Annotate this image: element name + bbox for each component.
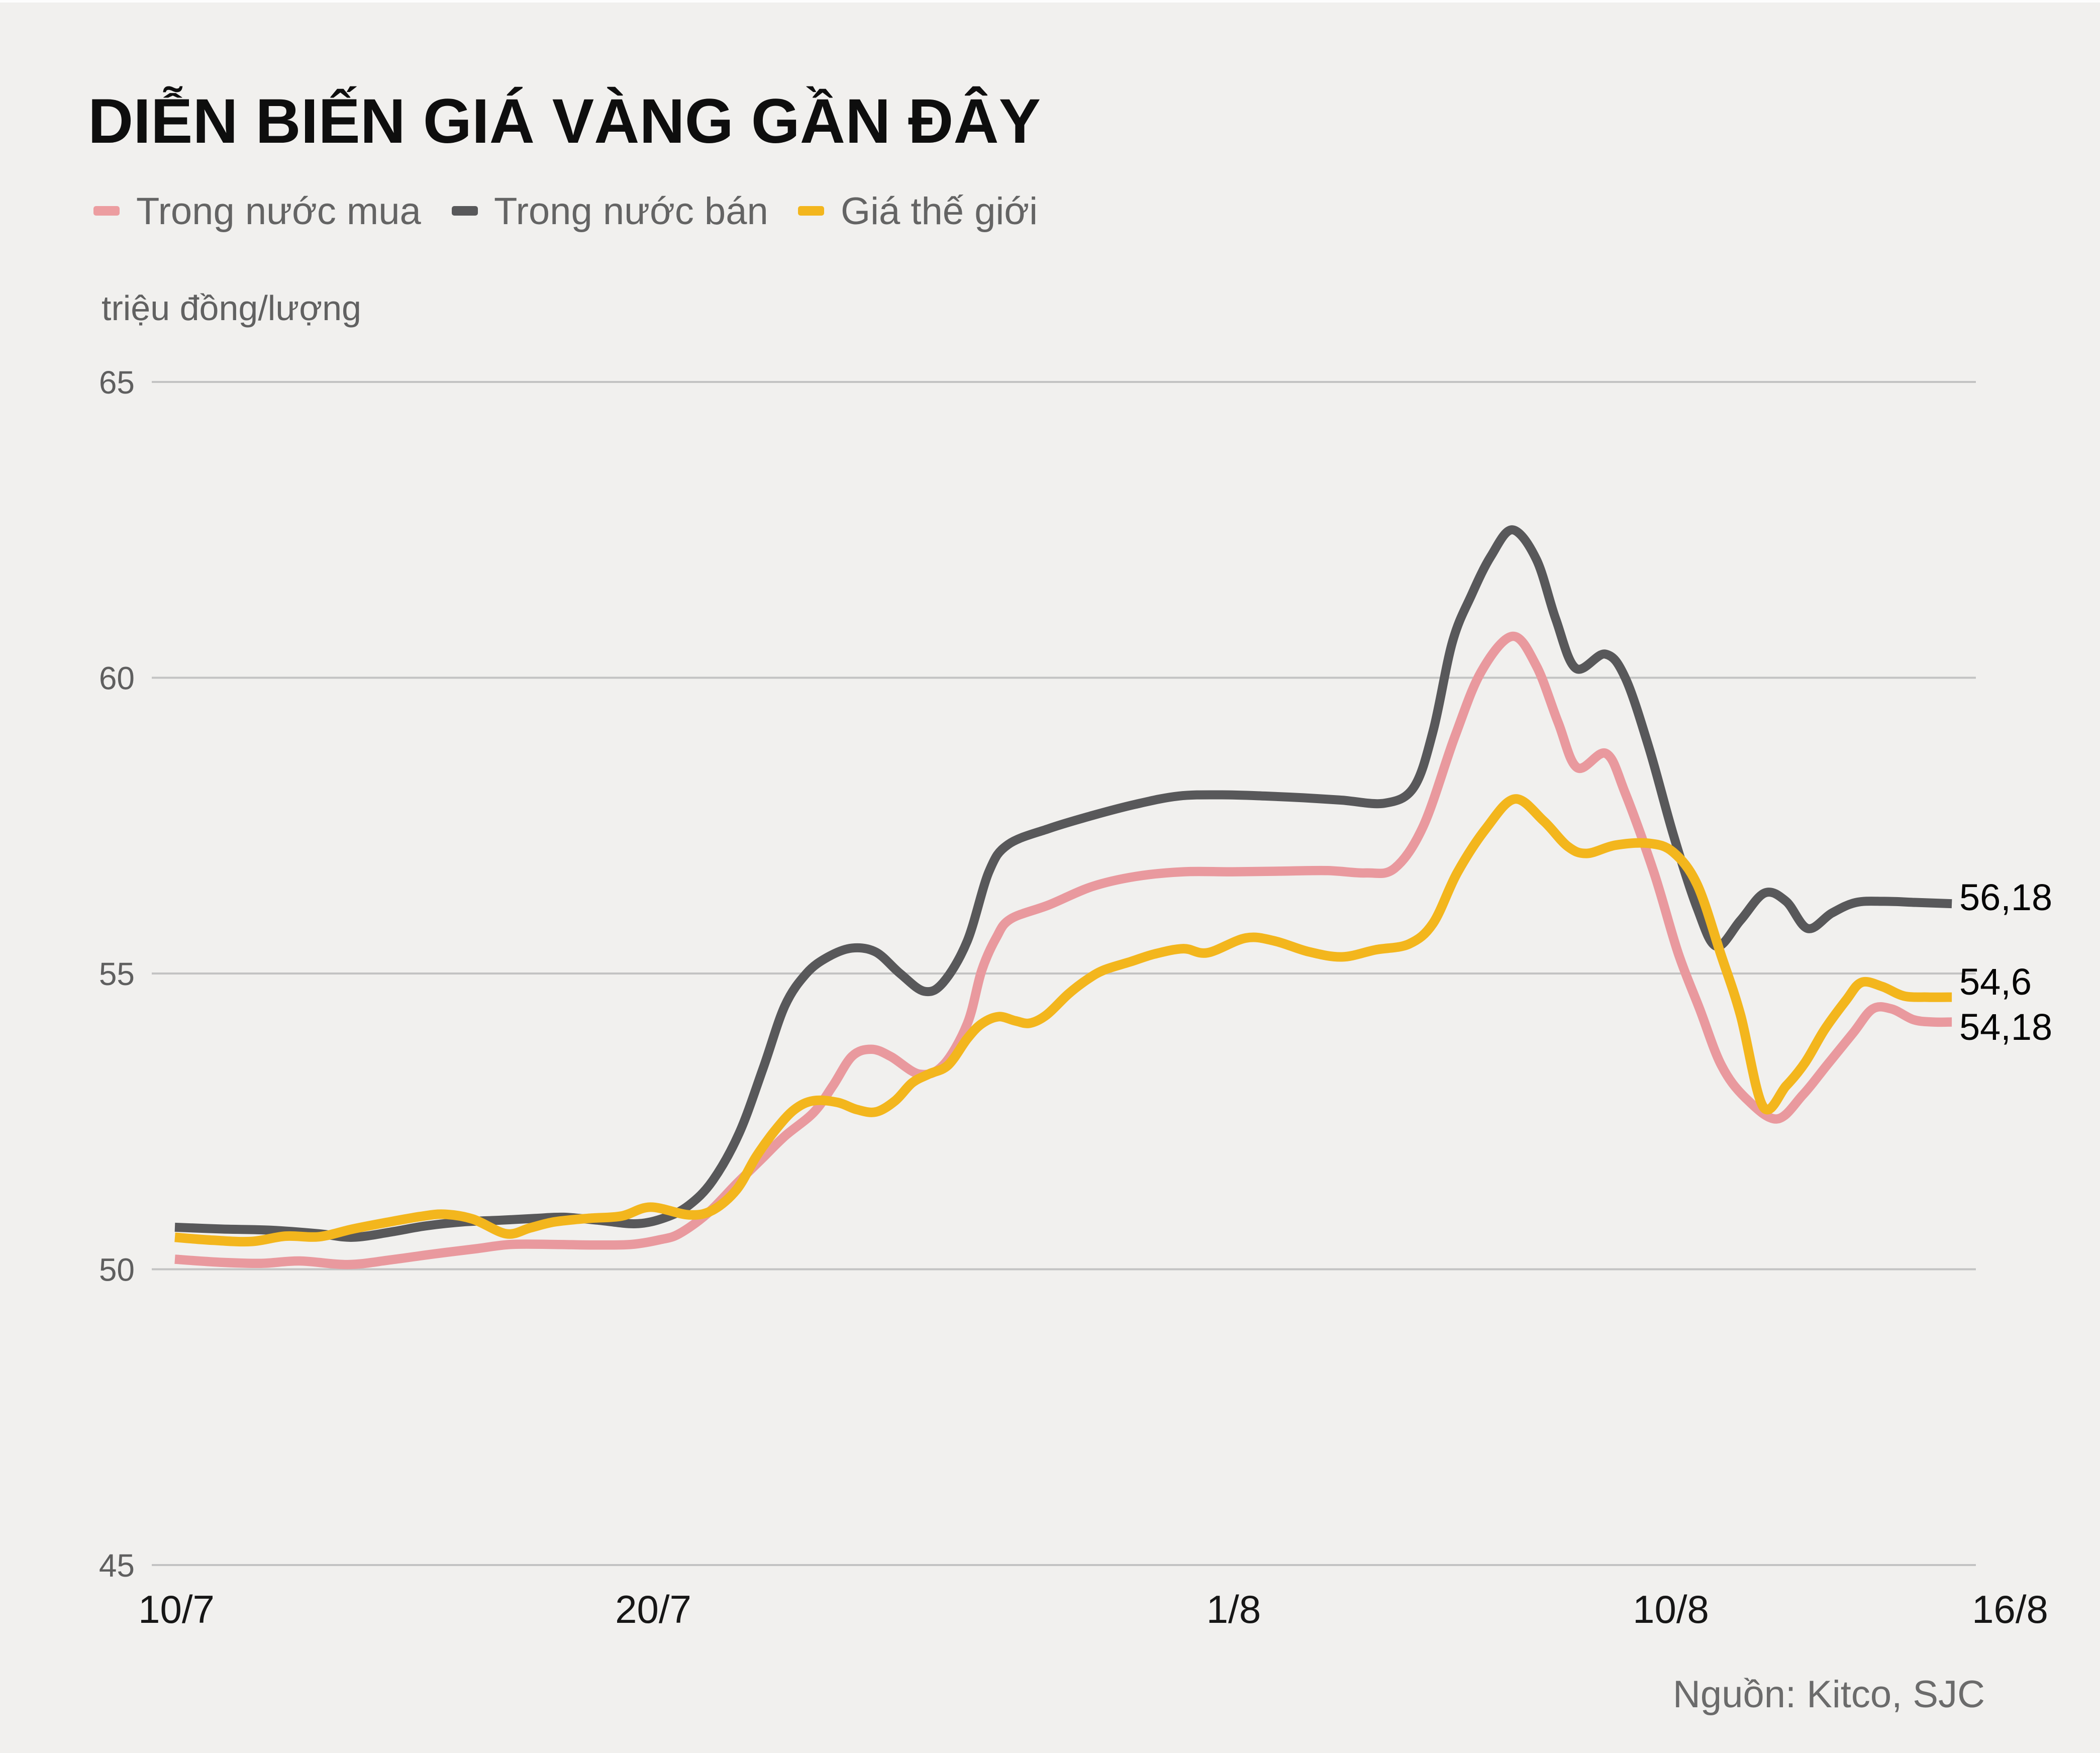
svg-text:triệu đồng/lượng: triệu đồng/lượng: [102, 288, 361, 328]
svg-text:16/8: 16/8: [1972, 1587, 2048, 1631]
svg-text:54,6: 54,6: [1959, 961, 2032, 1003]
svg-text:20/7: 20/7: [615, 1587, 691, 1631]
svg-text:Giá thế giới: Giá thế giới: [841, 190, 1038, 233]
svg-text:DIỄN BIẾN GIÁ VÀNG GẦN ĐÂY: DIỄN BIẾN GIÁ VÀNG GẦN ĐÂY: [88, 86, 1041, 156]
svg-text:Trong nước mua: Trong nước mua: [136, 190, 422, 233]
svg-text:45: 45: [99, 1547, 135, 1584]
svg-text:1/8: 1/8: [1207, 1587, 1261, 1631]
svg-text:Trong nước bán: Trong nước bán: [494, 190, 768, 233]
svg-text:55: 55: [99, 956, 135, 992]
svg-text:60: 60: [99, 660, 135, 697]
svg-text:10/8: 10/8: [1633, 1587, 1709, 1631]
svg-text:Nguồn: Kitco, SJC: Nguồn: Kitco, SJC: [1673, 1673, 1985, 1716]
svg-text:54,18: 54,18: [1959, 1006, 2052, 1048]
svg-text:65: 65: [99, 364, 135, 401]
svg-text:56,18: 56,18: [1959, 876, 2052, 918]
svg-text:10/7: 10/7: [138, 1587, 215, 1631]
svg-text:50: 50: [99, 1252, 135, 1288]
